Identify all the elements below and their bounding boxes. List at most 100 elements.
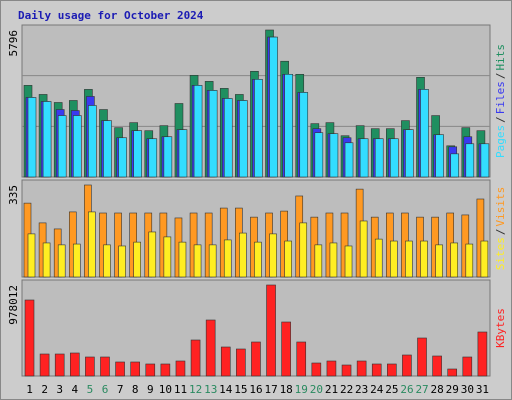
bar <box>402 354 412 377</box>
bar <box>417 337 427 377</box>
bar <box>130 361 140 377</box>
bar <box>480 143 490 178</box>
bar <box>390 240 398 278</box>
bar <box>269 233 277 278</box>
bar <box>163 136 173 178</box>
x-tick-label: 31 <box>476 383 489 396</box>
bar <box>356 360 367 377</box>
legend-entry: Pages <box>494 125 507 158</box>
bar <box>205 319 216 377</box>
x-tick-label: 2 <box>41 383 48 396</box>
bar <box>329 242 338 278</box>
x-tick-label: 25 <box>385 383 398 396</box>
bar <box>148 231 157 278</box>
bar <box>190 339 201 377</box>
bar <box>145 363 156 377</box>
bar <box>103 244 111 278</box>
bar <box>24 299 35 377</box>
x-tick-label: 29 <box>446 383 459 396</box>
bar <box>405 129 414 178</box>
x-tick-label: 16 <box>249 383 262 396</box>
bar <box>435 244 443 278</box>
x-tick-label: 3 <box>56 383 63 396</box>
y-tick-label: 5796 <box>7 30 20 57</box>
bar <box>405 240 413 278</box>
x-tick-label: 30 <box>461 383 474 396</box>
bar <box>69 352 80 377</box>
bar <box>178 129 188 178</box>
bar <box>374 238 383 278</box>
bar <box>269 36 278 178</box>
bar <box>27 233 36 278</box>
bar <box>284 74 293 178</box>
bar <box>39 353 50 377</box>
x-tick-label: 11 <box>174 383 187 396</box>
bar <box>450 153 460 178</box>
bar <box>239 100 248 178</box>
bar <box>284 240 292 278</box>
bar <box>311 362 322 377</box>
x-tick-label: 10 <box>159 383 172 396</box>
bar <box>344 142 354 178</box>
bar <box>314 244 323 278</box>
bar <box>326 360 337 377</box>
bar <box>390 138 399 178</box>
bar <box>254 241 262 278</box>
legend: KBytes <box>494 308 507 348</box>
x-tick-label: 4 <box>72 383 79 396</box>
bar <box>208 90 218 178</box>
x-tick-label: 8 <box>132 383 139 396</box>
legend: Sites/ Visits <box>494 187 507 271</box>
x-tick-label: 9 <box>147 383 154 396</box>
bar <box>223 98 233 178</box>
bar <box>359 220 368 278</box>
bar <box>359 138 369 178</box>
bar <box>72 243 81 278</box>
bar <box>432 355 442 377</box>
bar <box>465 243 474 278</box>
bar <box>148 138 158 178</box>
legend-entry: KBytes <box>494 308 507 348</box>
bar <box>118 245 126 278</box>
x-tick-label: 6 <box>102 383 109 396</box>
x-tick-label: 26 <box>400 383 413 396</box>
legend: Pages/Files/Hits <box>494 44 507 158</box>
bar <box>340 212 349 278</box>
bar <box>133 241 141 278</box>
bar <box>88 211 96 278</box>
bar <box>450 242 459 278</box>
x-tick-label: 5 <box>87 383 94 396</box>
bar <box>299 92 309 178</box>
bar <box>223 239 232 278</box>
bar <box>100 356 110 377</box>
x-tick-label: 1 <box>26 383 33 396</box>
bar <box>193 85 203 178</box>
bar <box>462 356 473 377</box>
bar <box>103 120 112 178</box>
x-tick-label: 23 <box>355 383 368 396</box>
bar <box>175 360 186 377</box>
bar <box>42 242 51 278</box>
bar <box>236 348 246 377</box>
bar <box>371 363 382 377</box>
bar <box>465 143 475 178</box>
bar <box>57 115 67 178</box>
bar <box>193 244 202 278</box>
bar <box>118 137 127 178</box>
bar <box>72 115 82 178</box>
bar <box>281 321 291 377</box>
bar <box>114 212 122 278</box>
bar <box>220 346 231 377</box>
bar <box>163 236 172 278</box>
bar <box>387 363 397 377</box>
bar <box>42 101 52 178</box>
bar <box>239 232 247 278</box>
legend-separator: / <box>494 116 507 123</box>
bar <box>435 134 444 178</box>
bar <box>447 368 458 377</box>
bar <box>329 133 339 178</box>
bar <box>476 198 485 278</box>
x-tick-label: 17 <box>264 383 277 396</box>
bar <box>57 244 66 278</box>
bar <box>420 240 428 278</box>
